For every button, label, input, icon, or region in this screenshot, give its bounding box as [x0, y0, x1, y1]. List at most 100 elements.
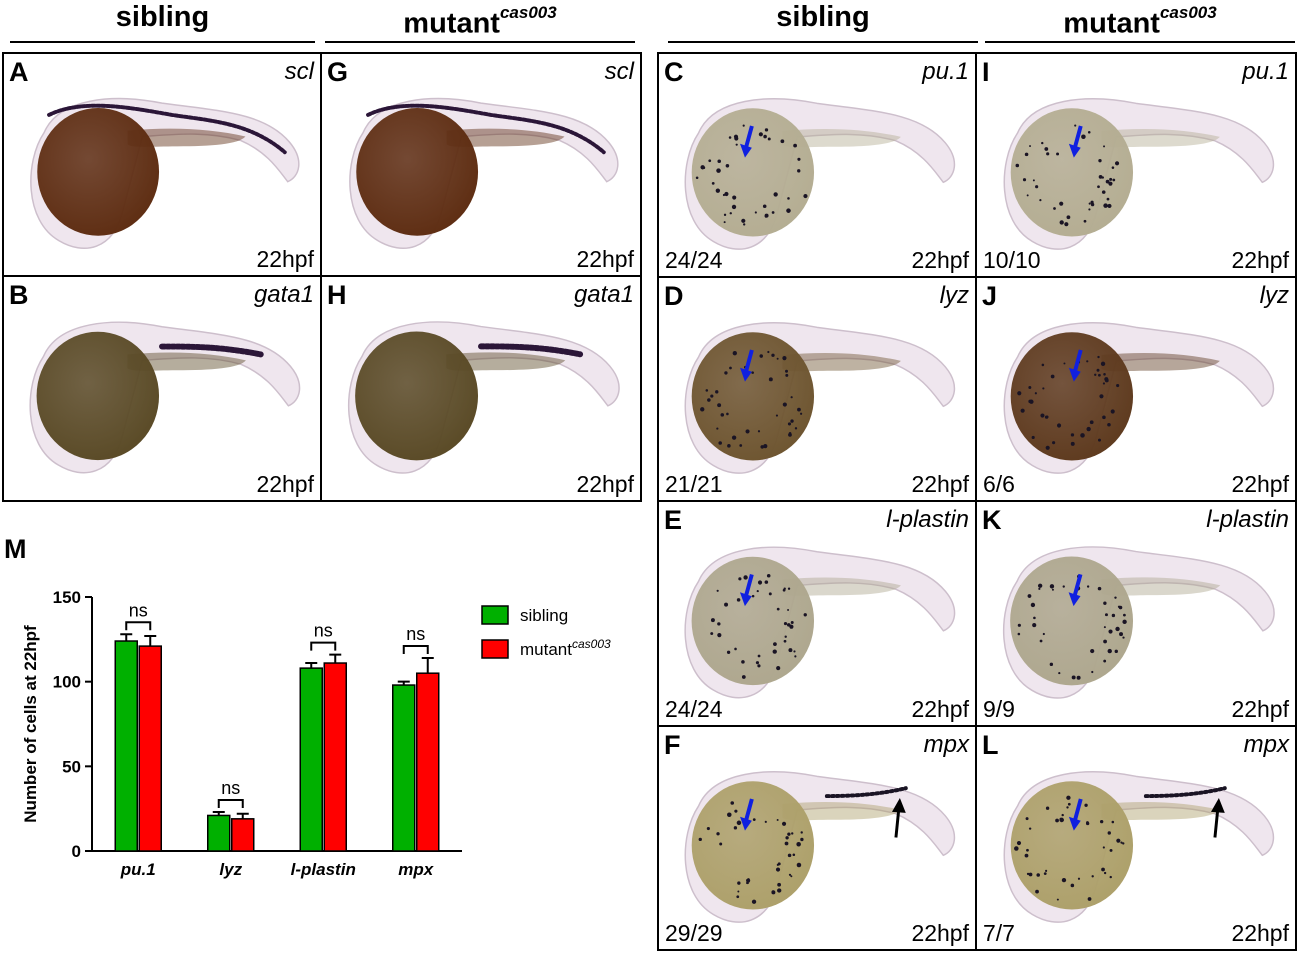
x-tick-label: pu.1	[120, 860, 156, 879]
legend-label: mutantcas003	[520, 637, 611, 659]
panel-g: G scl 22hpf	[320, 52, 642, 277]
stage-label: 22hpf	[576, 471, 634, 497]
stage-label: 22hpf	[911, 471, 969, 497]
embryo-count: 6/6	[983, 471, 1015, 497]
panel-letter: K	[982, 505, 1002, 535]
stage-label: 22hpf	[911, 920, 969, 946]
embryo-image	[29, 321, 301, 474]
embryo-image	[1003, 98, 1275, 250]
gene-label: lyz	[939, 282, 969, 309]
panel-letter: A	[9, 57, 29, 87]
bar-mutant-mpx	[416, 672, 440, 852]
bar-sibling-lyz	[207, 814, 231, 852]
error-bar	[397, 680, 410, 686]
header-rule	[985, 41, 1295, 43]
error-bar	[212, 811, 225, 816]
embryo-image	[349, 98, 619, 249]
x-tick-label: l-plastin	[291, 860, 356, 879]
embryo-image	[1003, 322, 1275, 474]
panel-e: E l-plastin 22hpf 24/24	[657, 500, 977, 727]
header-rule	[325, 41, 635, 43]
gene-label: gata1	[253, 281, 314, 308]
gene-label: pu.1	[1242, 58, 1289, 85]
gene-label: scl	[604, 58, 634, 85]
y-tick-label: 0	[72, 842, 81, 861]
panel-a: A scl 22hpf	[2, 52, 322, 277]
x-tick-label: lyz	[219, 860, 242, 879]
panel-i: I pu.1 22hpf 10/10	[975, 52, 1297, 278]
panel-m-label: M	[4, 534, 27, 564]
gene-label: gata1	[573, 281, 634, 308]
header-left-mutant: mutantcas003	[403, 3, 557, 40]
stage-label: 22hpf	[911, 247, 969, 273]
stage-label: 22hpf	[1231, 247, 1289, 273]
panel-f: F mpx 22hpf 29/29	[657, 725, 977, 951]
embryo-image	[30, 98, 300, 249]
error-bar	[329, 653, 342, 664]
chart-legend: sibling mutantcas003	[481, 605, 611, 659]
panel-letter: C	[664, 57, 684, 87]
stage-label: 22hpf	[1231, 471, 1289, 497]
embryo-count: 21/21	[665, 471, 723, 497]
error-bar	[120, 633, 133, 642]
bar-chart: 0 50 100 150 Number of cells at 22hpf pu.1 lyz…	[21, 588, 611, 879]
bar-mutant-lyz	[231, 818, 255, 852]
gene-label: mpx	[1243, 731, 1289, 758]
y-axis-label: Number of cells at 22hpf	[21, 625, 40, 823]
embryo-image	[1002, 546, 1275, 699]
header-rule	[668, 41, 978, 43]
panel-l: L mpx 22hpf 7/7	[975, 725, 1297, 951]
bar-mutant-l-plastin	[323, 662, 347, 852]
gene-label: lyz	[1259, 282, 1289, 309]
chart-bars	[114, 633, 440, 852]
panel-letter: E	[664, 505, 683, 535]
embryo-image	[684, 98, 956, 250]
embryo-count: 24/24	[665, 247, 723, 273]
bar-sibling-pu.1	[114, 640, 138, 852]
panel-b: B gata1 22hpf	[2, 275, 322, 502]
embryo-image	[684, 771, 956, 923]
gene-label: l-plastin	[1206, 506, 1289, 533]
embryo-count: 29/29	[665, 920, 723, 946]
stage-label: 22hpf	[256, 246, 314, 272]
bar-mutant-pu.1	[138, 645, 162, 852]
embryo-count: 24/24	[665, 696, 723, 722]
gene-label: scl	[284, 58, 314, 85]
error-bar	[144, 634, 157, 647]
error-bar	[236, 812, 249, 819]
panel-h: H gata1 22hpf	[320, 275, 642, 502]
y-tick-label: 100	[53, 673, 81, 692]
chart-significance: ns ns ns ns	[125, 600, 429, 809]
panel-letter: B	[9, 280, 29, 310]
panel-letter: G	[327, 57, 349, 87]
stage-label: 22hpf	[1231, 696, 1289, 722]
significance-label: ns	[129, 600, 148, 620]
header-right-mutant: mutantcas003	[1063, 3, 1217, 40]
panel-letter: H	[327, 280, 347, 310]
panel-letter: J	[982, 281, 998, 311]
panel-letter: I	[982, 57, 990, 87]
embryo-count: 10/10	[983, 247, 1041, 273]
significance-label: ns	[314, 621, 333, 641]
panel-j: J lyz 22hpf 6/6	[975, 276, 1297, 502]
legend-swatch	[481, 605, 509, 625]
significance-bracket	[402, 644, 429, 654]
bar-sibling-l-plastin	[299, 667, 323, 852]
gene-label: mpx	[923, 731, 969, 758]
header-left-sibling: sibling	[115, 1, 210, 33]
stage-label: 22hpf	[256, 471, 314, 497]
y-tick-label: 150	[53, 588, 81, 607]
y-tick-label: 50	[62, 757, 81, 776]
significance-label: ns	[221, 778, 240, 798]
stage-label: 22hpf	[911, 696, 969, 722]
embryo-image	[1003, 771, 1275, 923]
significance-bracket	[125, 621, 152, 631]
x-tick-label: mpx	[398, 860, 435, 879]
header-rule	[10, 41, 315, 43]
significance-bracket	[310, 641, 337, 651]
embryo-count: 9/9	[983, 696, 1015, 722]
embryo-count: 7/7	[983, 920, 1015, 946]
significance-label: ns	[406, 624, 425, 644]
panel-k: K l-plastin 22hpf 9/9	[975, 500, 1297, 727]
error-bar	[305, 662, 318, 669]
